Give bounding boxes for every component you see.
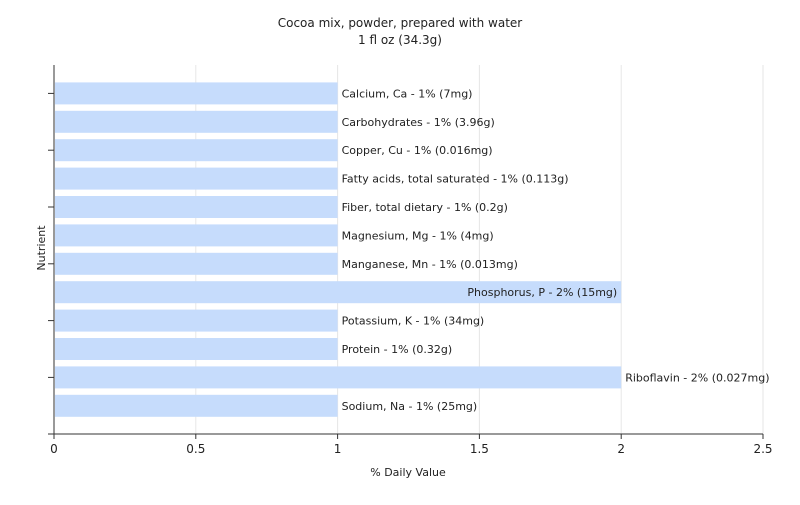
bar-data-label: Magnesium, Mg - 1% (4mg) (342, 229, 494, 242)
bar (55, 167, 338, 190)
x-tick-label: 1 (334, 442, 342, 456)
bar-data-label: Copper, Cu - 1% (0.016mg) (342, 144, 493, 157)
bar (55, 338, 338, 360)
bar-data-label: Fatty acids, total saturated - 1% (0.113… (342, 173, 569, 186)
bar-data-label: Sodium, Na - 1% (25mg) (342, 400, 478, 413)
bar (55, 82, 338, 105)
axes: 0 0.5 1 1.5 2 2.5 (48, 65, 773, 456)
bar (55, 366, 622, 389)
x-tick-label: 1.5 (470, 442, 489, 456)
chart-title: Cocoa mix, powder, prepared with water (278, 16, 523, 30)
bar (55, 394, 338, 417)
bar-data-label: Fiber, total dietary - 1% (0.2g) (342, 201, 508, 214)
bar (55, 252, 338, 275)
bar (55, 110, 338, 133)
x-axis-label: % Daily Value (370, 466, 446, 479)
bar-data-label: Riboflavin - 2% (0.027mg) (625, 371, 769, 384)
bar (55, 224, 338, 247)
x-tick-label: 2.5 (753, 442, 772, 456)
y-axis-label: Nutrient (35, 225, 48, 271)
bar-data-label: Calcium, Ca - 1% (7mg) (342, 87, 473, 100)
chart-subtitle: 1 fl oz (34.3g) (358, 33, 442, 47)
bar-data-label: Potassium, K - 1% (34mg) (342, 315, 485, 328)
bar (55, 196, 338, 218)
x-tick-label: 2 (617, 442, 625, 456)
x-tick-label: 0.5 (186, 442, 205, 456)
bar-data-label: Carbohydrates - 1% (3.96g) (342, 116, 495, 129)
bar-data-label: Phosphorus, P - 2% (15mg) (467, 286, 617, 299)
bar (55, 281, 622, 304)
bar-data-label: Manganese, Mn - 1% (0.013mg) (342, 258, 518, 271)
bar-data-label: Protein - 1% (0.32g) (342, 343, 453, 356)
bar (55, 139, 338, 162)
x-tick-label: 0 (50, 442, 58, 456)
bars: Calcium, Ca - 1% (7mg) Carbohydrates - 1%… (55, 82, 770, 417)
bar (55, 309, 338, 332)
